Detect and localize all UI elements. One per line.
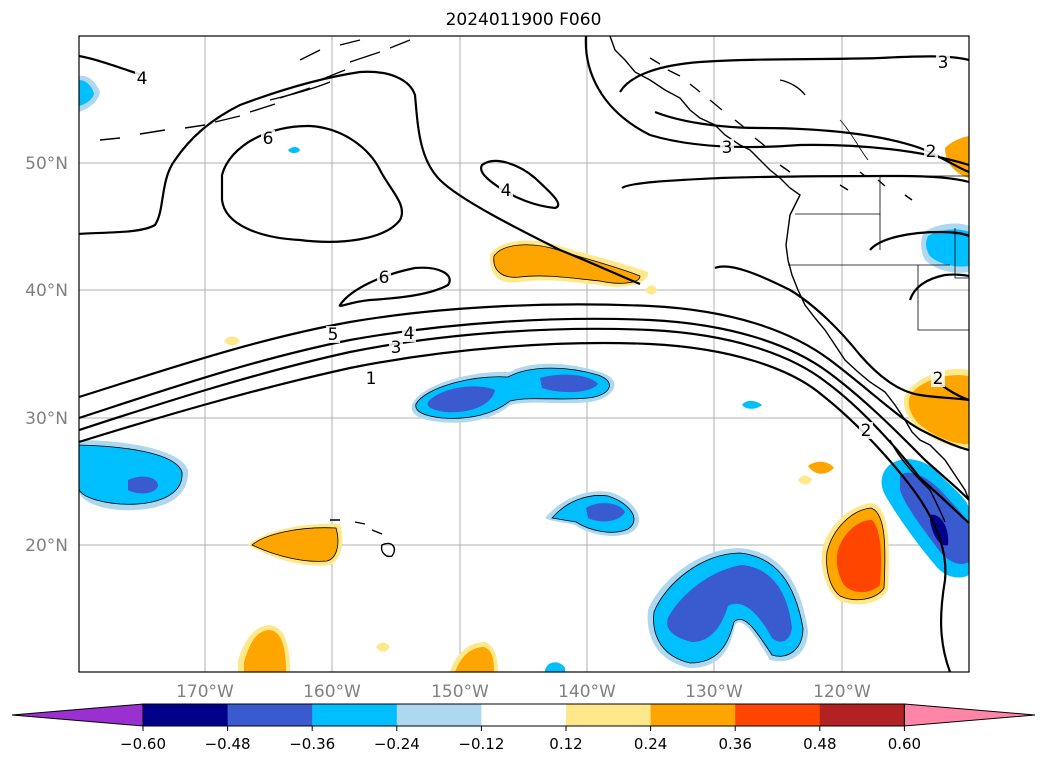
colorbar-tick-label: −0.24: [374, 735, 420, 753]
colorbar-segment: [227, 704, 313, 726]
contour-label: 3: [722, 138, 733, 158]
latitude-labels: 50°N 40°N 30°N 20°N: [25, 154, 68, 556]
colorbar: −0.60 −0.48 −0.36 −0.24 −0.12 0.12 0.24 0.36 0.4…: [11, 703, 1036, 753]
colorbar-segment: [650, 704, 736, 726]
latitude-label: 50°N: [25, 154, 68, 174]
contour-label: 3: [938, 53, 949, 73]
shade-outlines: [79, 244, 886, 664]
contour-label: 4: [404, 324, 415, 344]
contour-label: 2: [861, 421, 872, 441]
colorbar-tick-label: 0.60: [888, 735, 921, 753]
latitude-label: 30°N: [25, 409, 68, 429]
colorbar-tick-label: 0.24: [634, 735, 667, 753]
latitude-label: 20°N: [25, 536, 68, 556]
colorbar-tick-label: −0.36: [289, 735, 335, 753]
contour-label: 2: [926, 142, 937, 162]
graticule: [79, 36, 969, 672]
contour-label: 1: [366, 369, 377, 389]
latitude-label: 40°N: [25, 281, 68, 301]
contour-label: 4: [501, 181, 512, 201]
longitude-label: 170°W: [176, 682, 234, 702]
shaded-field: [79, 75, 969, 672]
colorbar-tick-label: −0.48: [205, 735, 251, 753]
contour-label: 6: [263, 129, 274, 149]
longitude-label: 120°W: [813, 682, 871, 702]
coastlines: [99, 36, 969, 558]
colorbar-segment: [735, 704, 821, 726]
longitude-label: 130°W: [685, 682, 743, 702]
contour-label: 3: [391, 338, 402, 358]
longitude-labels: 170°W 160°W 150°W 140°W 130°W 120°W: [176, 682, 871, 702]
longitude-label: 150°W: [431, 682, 489, 702]
contour-label: 4: [137, 69, 148, 89]
colorbar-extend-high: [903, 703, 1036, 727]
contour-lines: [79, 36, 969, 672]
colorbar-tick-label: 0.48: [803, 735, 836, 753]
contour-label: 6: [379, 268, 390, 288]
colorbar-tick-label: −0.60: [120, 735, 166, 753]
map-frame: [78, 35, 970, 673]
longitude-label: 140°W: [558, 682, 616, 702]
colorbar-segment: [143, 704, 229, 726]
longitude-label: 160°W: [303, 682, 361, 702]
colorbar-segment: [819, 704, 905, 726]
colorbar-tick-label: 0.12: [549, 735, 582, 753]
colorbar-segment: [396, 704, 482, 726]
map-title: 2024011900 F060: [445, 10, 602, 30]
colorbar-tick-label: −0.12: [458, 735, 504, 753]
colorbar-tick-label: 0.36: [718, 735, 751, 753]
colorbar-extend-low: [11, 703, 144, 727]
colorbar-segment: [481, 704, 567, 726]
contour-label: 2: [933, 369, 944, 389]
colorbar-segment: [312, 704, 398, 726]
contour-label: 5: [328, 325, 339, 345]
colorbar-segment: [566, 704, 652, 726]
